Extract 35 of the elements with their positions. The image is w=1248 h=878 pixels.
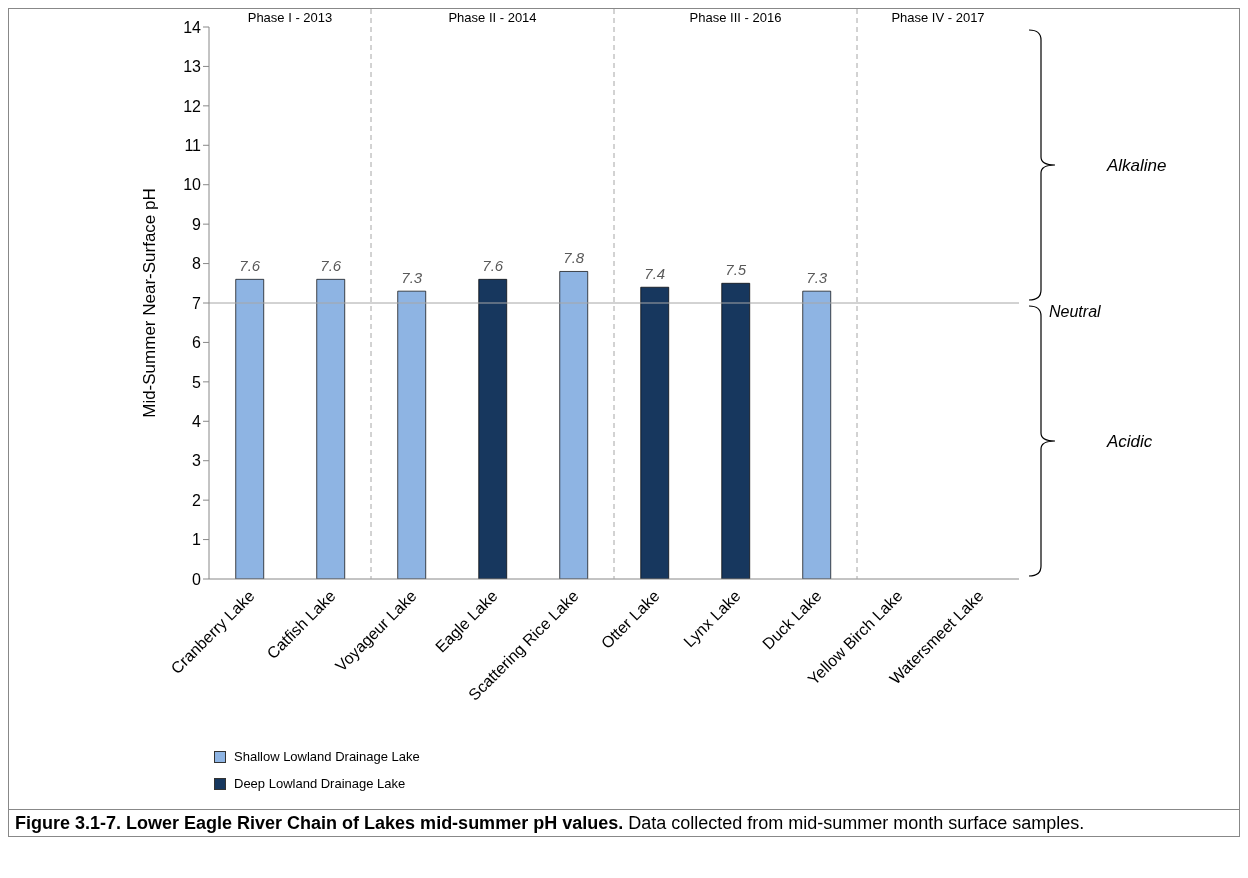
y-tick-label: 10 xyxy=(183,176,202,194)
y-tick-label: 1 xyxy=(192,531,202,549)
y-tick-label: 7 xyxy=(192,294,202,312)
y-tick-label: 13 xyxy=(183,58,202,76)
y-tick-label: 0 xyxy=(192,570,202,588)
y-tick-label: 9 xyxy=(192,215,202,233)
y-axis-title: Mid-Summer Near-Surface pH xyxy=(140,188,160,418)
caption: Figure 3.1-7. Lower Eagle River Chain of Lakes mid-summer pH values. xyxy=(15,813,625,833)
data-label: 7.6 xyxy=(320,257,342,275)
ref-line-label: Neutral xyxy=(1049,303,1102,320)
data-label: 7.6 xyxy=(239,257,261,275)
text: Alkaline xyxy=(1106,156,1167,175)
text: Data collected from mid-summer month surface samples. xyxy=(628,813,1085,833)
data-label: 7.3 xyxy=(806,269,828,287)
text: Phase IV - 2017 xyxy=(891,10,985,25)
y-tick-label: 14 xyxy=(183,18,202,36)
text: Acidic xyxy=(1106,432,1153,451)
y-tick-label: 3 xyxy=(192,452,202,470)
y-tick-label: 8 xyxy=(192,255,202,273)
y-tick-label: 12 xyxy=(183,97,202,115)
data-label: 7.6 xyxy=(482,257,504,275)
y-tick-label: 11 xyxy=(184,136,202,154)
y-tick-label: 4 xyxy=(192,412,202,430)
data-label: 7.8 xyxy=(563,249,585,267)
data-label: 7.5 xyxy=(725,261,747,279)
legend-label: Shallow Lowland Drainage Lake xyxy=(234,749,420,764)
data-label: 7.3 xyxy=(401,269,423,287)
y-tick-label: 6 xyxy=(192,334,202,352)
text: Phase II - 2014 xyxy=(448,10,537,25)
text: Phase I - 2013 xyxy=(247,10,333,25)
y-tick-label: 5 xyxy=(192,373,202,391)
y-tick-label: 2 xyxy=(192,491,202,509)
data-label: 7.4 xyxy=(644,265,666,283)
text: Phase III - 2016 xyxy=(689,10,782,25)
legend-label: Deep Lowland Drainage Lake xyxy=(234,776,406,791)
